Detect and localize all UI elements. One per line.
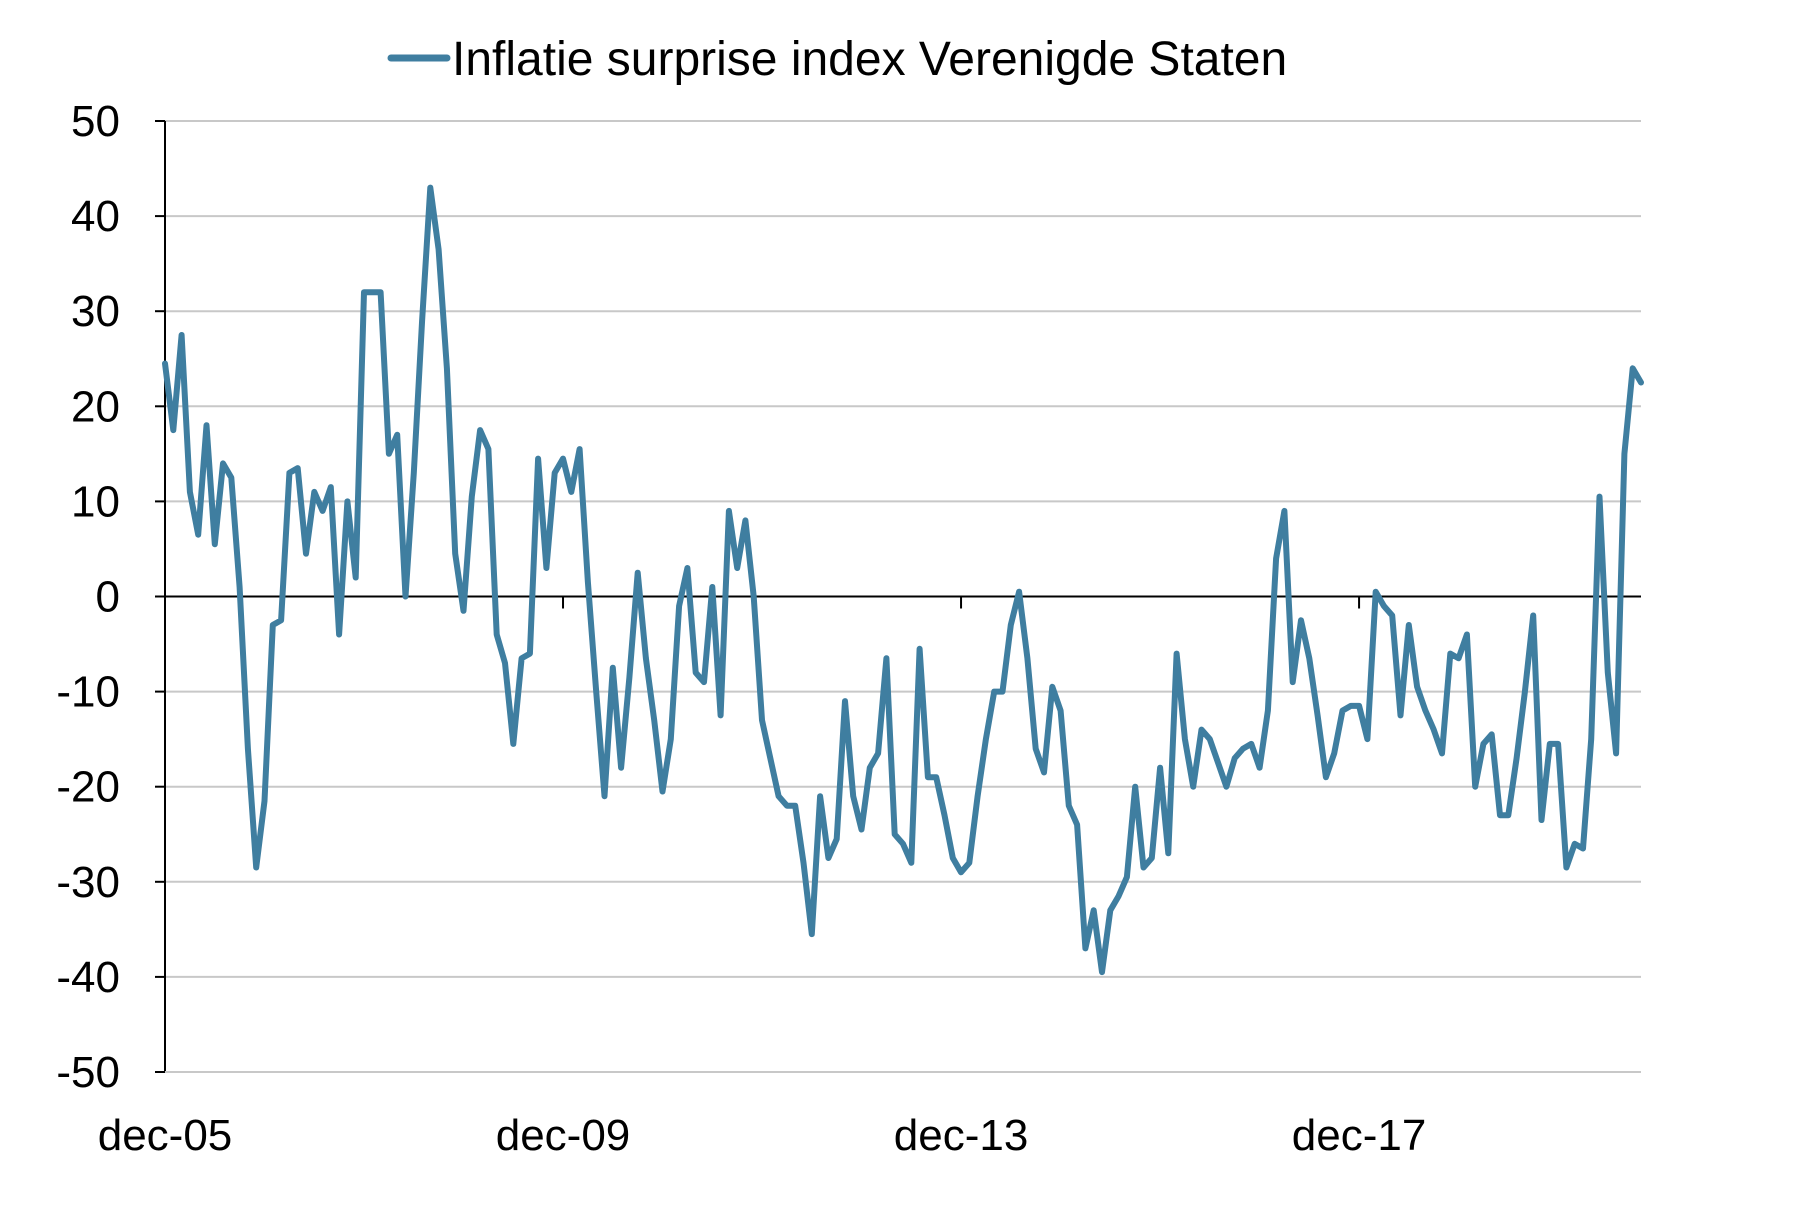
x-axis-tick-labels: dec-05 dec-09 dec-13 dec-17	[98, 1111, 1427, 1160]
y-tick-label: -30	[56, 858, 120, 907]
y-tick-label: -50	[56, 1048, 120, 1097]
x-tick-label: dec-13	[894, 1111, 1029, 1160]
y-tick-label: 50	[71, 97, 120, 146]
legend: Inflatie surprise index Verenigde Staten	[387, 33, 1287, 86]
x-tick-label: dec-17	[1292, 1111, 1427, 1160]
y-tick-label: 40	[71, 192, 120, 241]
legend-label: Inflatie surprise index Verenigde Staten	[452, 33, 1287, 86]
y-tick-label: -20	[56, 763, 120, 812]
x-tick-label: dec-09	[496, 1111, 631, 1160]
axes	[155, 120, 1641, 1073]
y-tick-label: -40	[56, 953, 120, 1002]
series-layer	[162, 184, 1644, 976]
y-tick-label: 30	[71, 287, 120, 336]
y-tick-label: -10	[56, 668, 120, 717]
y-tick-label: 20	[71, 382, 120, 431]
y-axis-tick-labels: 50 40 30 20 10 0 -10 -20 -30 -40 -50	[56, 97, 120, 1097]
series-line-inflatie-surprise-index	[162, 184, 1644, 976]
x-tick-label: dec-05	[98, 1111, 233, 1160]
y-tick-label: 10	[71, 477, 120, 526]
y-tick-label: 0	[96, 573, 120, 622]
